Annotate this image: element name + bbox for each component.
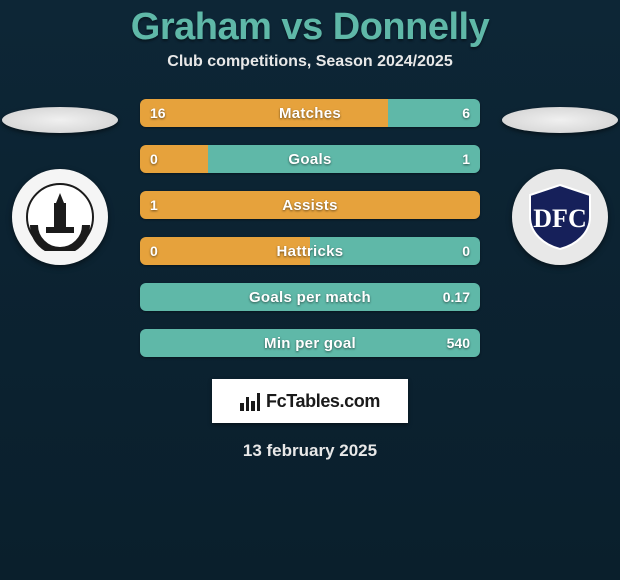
stat-value-left: 16	[140, 99, 176, 127]
watermark: FcTables.com	[212, 379, 408, 423]
stat-bar: Matches16 6	[140, 99, 480, 127]
dundee-crest-icon: DFC	[524, 181, 596, 253]
stat-label: Hattricks	[140, 237, 480, 265]
stat-label: Assists	[140, 191, 480, 219]
stat-bar: Assists1	[140, 191, 480, 219]
page-title: Graham vs Donnelly	[0, 6, 620, 49]
stat-value-left	[140, 283, 160, 311]
stat-value-right: 6	[452, 99, 480, 127]
stat-value-right: 0	[452, 237, 480, 265]
stat-value-right: 1	[452, 145, 480, 173]
comparison-stage: DFC Matches166Goals01Assists1Hattricks00…	[0, 99, 620, 461]
subtitle: Club competitions, Season 2024/2025	[0, 53, 620, 71]
stat-bar: Hattricks0 0	[140, 237, 480, 265]
left-club-badge	[12, 169, 108, 265]
stat-value-right: 540	[437, 329, 480, 357]
player-silhouette-placeholder	[2, 107, 118, 133]
stat-label: Matches	[140, 99, 480, 127]
left-player-column	[0, 107, 120, 265]
falkirk-crest-icon	[26, 183, 94, 251]
date-text: 13 february 2025	[0, 441, 620, 461]
stat-value-left: 1	[140, 191, 168, 219]
stat-value-left: 0	[140, 237, 168, 265]
stat-bar: Goals per match0.17	[140, 283, 480, 311]
stat-value-right: 0.17	[433, 283, 480, 311]
stat-value-left: 0	[140, 145, 168, 173]
player-silhouette-placeholder	[502, 107, 618, 133]
bar-chart-icon	[240, 391, 260, 411]
watermark-text: FcTables.com	[266, 391, 380, 412]
stat-label: Goals per match	[140, 283, 480, 311]
svg-text:DFC: DFC	[533, 204, 586, 233]
right-player-column: DFC	[500, 107, 620, 265]
stat-label: Min per goal	[140, 329, 480, 357]
stat-value-right	[460, 191, 480, 219]
stat-bar: Goals0 1	[140, 145, 480, 173]
stat-label: Goals	[140, 145, 480, 173]
right-club-badge: DFC	[512, 169, 608, 265]
stat-bar: Min per goal540	[140, 329, 480, 357]
stat-value-left	[140, 329, 160, 357]
stat-bars: Matches166Goals01Assists1Hattricks00Goal…	[140, 99, 480, 357]
